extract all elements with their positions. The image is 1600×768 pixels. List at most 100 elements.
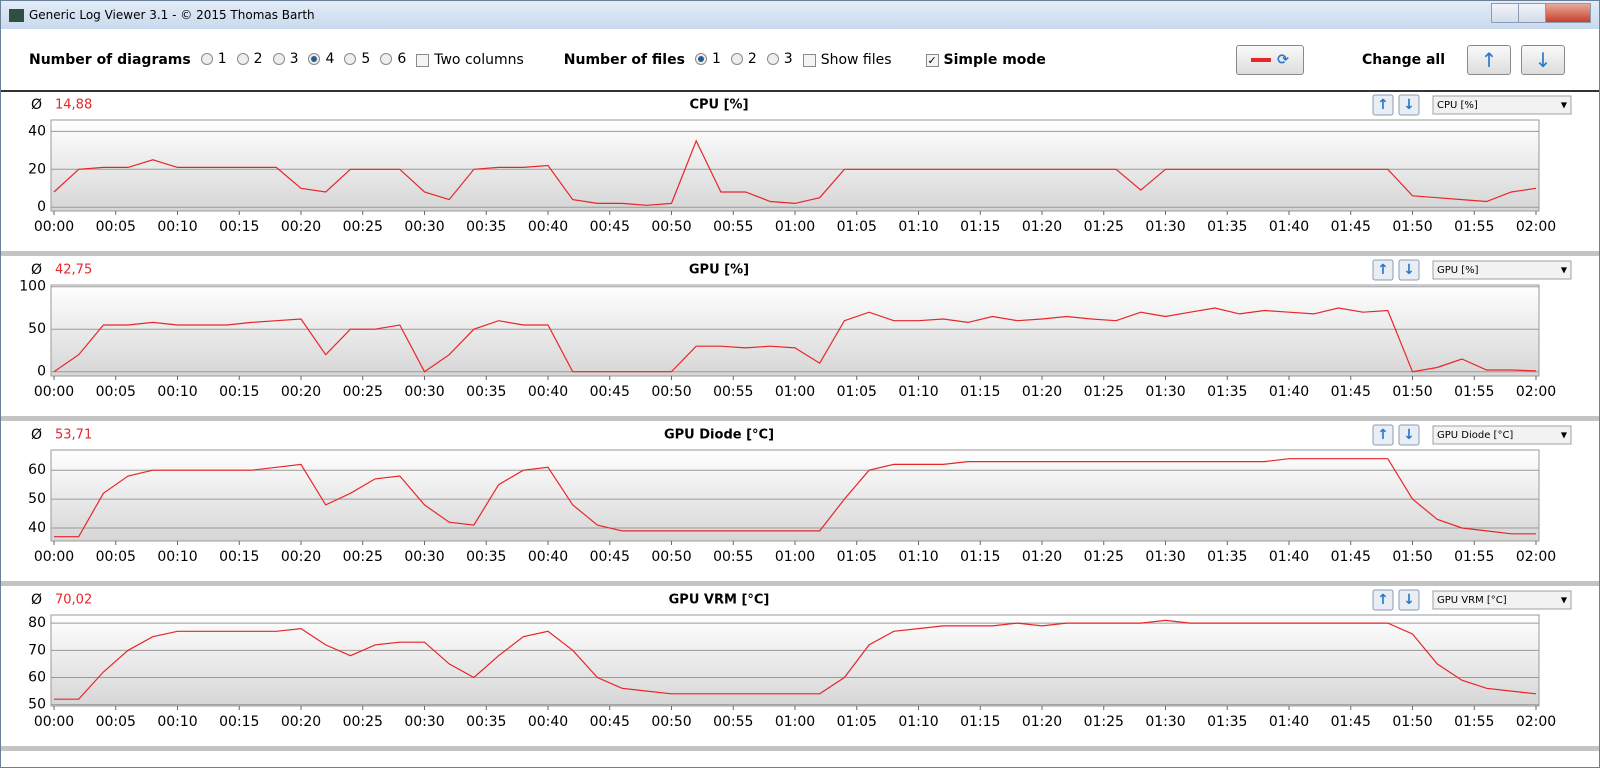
move-down-button[interactable]	[1398, 424, 1420, 446]
x-tick-label: 01:25	[1084, 714, 1124, 730]
x-tick-label: 01:00	[775, 714, 815, 730]
move-up-all[interactable]: ↑	[1467, 45, 1512, 75]
radio-option[interactable]: 2	[730, 51, 757, 67]
plot-area	[50, 119, 1540, 212]
x-tick-label: 01:25	[1084, 549, 1124, 565]
x-tick-label: 00:40	[528, 714, 568, 730]
x-tick-label: 00:50	[651, 219, 691, 235]
data-line	[53, 139, 1537, 206]
radio-button[interactable]	[200, 53, 213, 65]
radio-label: 5	[361, 51, 371, 67]
radio-button[interactable]	[766, 53, 779, 65]
move-down-button[interactable]	[1398, 259, 1420, 281]
plot-area	[50, 449, 1540, 542]
radio-option[interactable]: 1	[200, 51, 227, 67]
radio-button[interactable]	[694, 53, 707, 65]
x-tick-label: 01:30	[1145, 714, 1185, 730]
y-tick-label: 70	[28, 642, 46, 658]
files-label: Number of files	[563, 52, 685, 68]
radio-option[interactable]: 3	[766, 51, 793, 67]
selector-text: CPU [%]	[1437, 100, 1478, 111]
x-tick-label: 01:55	[1454, 549, 1494, 565]
radio-label: 3	[783, 51, 793, 67]
radio-button[interactable]	[344, 53, 357, 65]
x-tick-label: 00:35	[466, 384, 506, 400]
x-tick-label: 00:20	[281, 384, 321, 400]
average-value: 14,88	[55, 98, 92, 113]
radio-label: 3	[289, 51, 299, 67]
x-tick-label: 00:50	[651, 384, 691, 400]
chart-title: GPU [%]	[689, 263, 749, 278]
x-tick-label: 01:40	[1269, 714, 1309, 730]
radio-button[interactable]	[308, 53, 321, 65]
x-tick-label: 00:05	[96, 714, 136, 730]
x-tick-label: 01:55	[1454, 219, 1494, 235]
arrow-icon: ↑	[1377, 262, 1389, 278]
change-all-label: Change all	[1361, 52, 1446, 68]
x-tick-label: 00:00	[34, 219, 74, 235]
two-columns[interactable]: Two columns	[416, 52, 524, 68]
arrow-icon: ↓	[1403, 592, 1415, 608]
x-tick-label: 00:10	[157, 384, 197, 400]
x-tick-label: 00:10	[157, 714, 197, 730]
radio-label: 2	[253, 51, 263, 67]
maximize-button[interactable]	[1518, 3, 1546, 23]
radio-option[interactable]: 4	[308, 51, 334, 67]
radio-option[interactable]: 1	[694, 51, 721, 67]
arrow-icon: ↓	[1403, 97, 1415, 113]
x-tick-label: 00:55	[713, 549, 753, 565]
average-value: 70,02	[55, 593, 92, 608]
x-tick-label: 02:00	[1516, 714, 1556, 730]
radio-option[interactable]: 2	[236, 51, 263, 67]
x-tick-label: 01:35	[1207, 714, 1247, 730]
arrow-icon: ↓	[1403, 427, 1415, 443]
x-tick-label: 01:00	[775, 549, 815, 565]
simple-mode[interactable]: ✓ Simple mode	[925, 52, 1046, 68]
minimize-button[interactable]	[1491, 3, 1519, 23]
radio-option[interactable]: 6	[380, 51, 406, 67]
move-up-button[interactable]	[1372, 259, 1394, 281]
radio-button[interactable]	[380, 53, 393, 65]
x-tick-label: 01:30	[1145, 384, 1185, 400]
x-tick-label: 00:50	[651, 714, 691, 730]
radio-label: 2	[747, 51, 757, 67]
move-up-button[interactable]	[1372, 424, 1394, 446]
move-down-button[interactable]	[1398, 94, 1420, 116]
checkbox[interactable]: ✓	[925, 53, 939, 67]
signal-selector[interactable]	[1432, 590, 1572, 610]
y-tick-label: 50	[28, 491, 46, 507]
average-symbol: Ø	[31, 592, 42, 608]
signal-selector[interactable]	[1432, 95, 1572, 115]
x-tick-label: 00:00	[34, 549, 74, 565]
show-files[interactable]: Show files	[802, 52, 892, 68]
radio-option[interactable]: 5	[344, 51, 370, 67]
radio-label: 4	[325, 51, 335, 67]
x-tick-label: 01:20	[1022, 219, 1062, 235]
signal-selector[interactable]	[1432, 260, 1572, 280]
x-tick-label: 01:40	[1269, 549, 1309, 565]
average-value: 42,75	[55, 263, 92, 278]
dropdown-arrow: ▼	[1561, 431, 1568, 440]
radio-button[interactable]	[730, 53, 743, 65]
checkbox[interactable]	[802, 53, 816, 67]
x-tick-label: 01:55	[1454, 384, 1494, 400]
radio-option[interactable]: 3	[272, 51, 299, 67]
move-down-all[interactable]: ↓	[1521, 45, 1566, 75]
y-tick-label: 50	[28, 321, 46, 337]
move-down-button[interactable]	[1398, 589, 1420, 611]
x-tick-label: 00:15	[219, 714, 259, 730]
radio-button[interactable]	[236, 53, 249, 65]
dropdown-arrow: ▼	[1561, 101, 1568, 110]
title-bar: Generic Log Viewer 3.1 - © 2015 Thomas B…	[1, 1, 1599, 29]
data-line	[54, 619, 1537, 700]
reset-button[interactable]: ⟳	[1235, 45, 1304, 75]
move-up-button[interactable]	[1372, 94, 1394, 116]
x-tick-label: 00:45	[590, 714, 630, 730]
radio-button[interactable]	[272, 53, 285, 65]
signal-selector[interactable]	[1432, 425, 1572, 445]
x-tick-label: 01:15	[960, 384, 1000, 400]
move-up-button[interactable]	[1372, 589, 1394, 611]
checkbox[interactable]	[416, 53, 430, 67]
panel-separator	[1, 746, 1599, 751]
close-button[interactable]	[1545, 3, 1591, 23]
